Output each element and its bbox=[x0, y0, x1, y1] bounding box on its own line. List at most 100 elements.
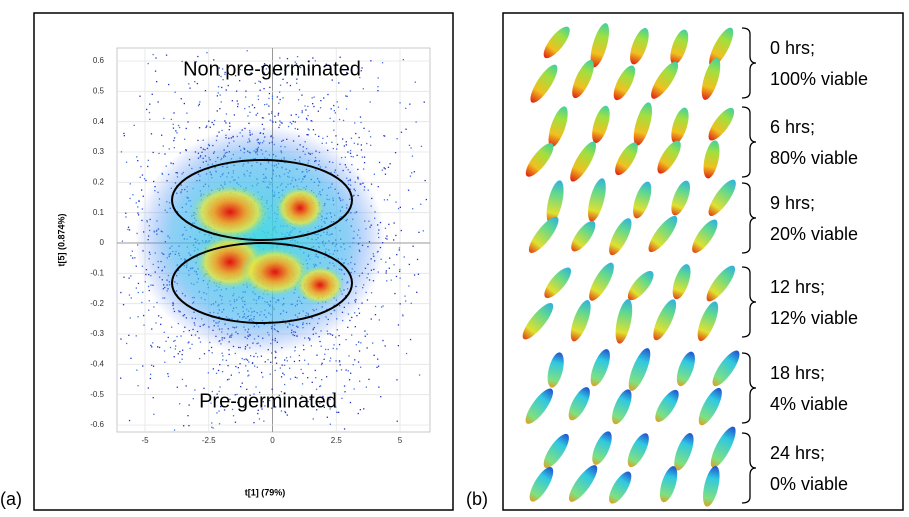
cloud-dot bbox=[122, 304, 125, 306]
cloud-dot bbox=[171, 326, 173, 328]
cloud-dot bbox=[362, 168, 365, 170]
cloud-dot bbox=[333, 110, 335, 112]
cloud-dot bbox=[408, 285, 410, 287]
cloud-dot bbox=[216, 393, 218, 395]
cloud-dot bbox=[329, 423, 331, 425]
cloud-dot bbox=[303, 74, 305, 76]
cloud-dot bbox=[256, 366, 258, 368]
cloud-dot bbox=[196, 82, 198, 85]
seed bbox=[571, 220, 596, 252]
seed bbox=[701, 57, 721, 100]
cloud-dot bbox=[405, 300, 407, 302]
cloud-dot bbox=[323, 358, 325, 360]
cloud-dot bbox=[212, 368, 214, 370]
cloud-dot bbox=[179, 361, 181, 363]
cloud-dot bbox=[211, 121, 213, 124]
cloud-dot bbox=[297, 99, 300, 101]
cloud-dot bbox=[187, 415, 189, 417]
cloud-dot bbox=[275, 362, 278, 364]
cloud-dot bbox=[346, 95, 348, 97]
density-hotspot bbox=[275, 186, 325, 230]
cloud-dot bbox=[225, 89, 227, 91]
cloud-dot bbox=[312, 418, 314, 420]
cloud-dot bbox=[274, 115, 276, 117]
cloud-dot bbox=[320, 345, 322, 347]
cloud-dot bbox=[157, 101, 159, 103]
cloud-dot bbox=[250, 72, 252, 74]
cloud-dot bbox=[137, 160, 139, 162]
cloud-dot bbox=[249, 394, 251, 396]
cloud-dot bbox=[307, 377, 309, 379]
cloud-dot bbox=[307, 114, 309, 117]
cloud-dot bbox=[211, 422, 213, 424]
cloud-dot bbox=[384, 135, 386, 137]
y-tick-label: 0.2 bbox=[93, 177, 105, 186]
bracket bbox=[741, 352, 757, 424]
cloud-dot bbox=[225, 113, 228, 115]
cloud-dot bbox=[368, 130, 370, 132]
cloud-dot bbox=[150, 133, 153, 135]
cloud-dot bbox=[269, 373, 271, 375]
cloud-dot bbox=[394, 292, 396, 295]
cloud-dot bbox=[417, 273, 420, 275]
cloud-dot bbox=[398, 247, 401, 249]
cloud-dot bbox=[296, 82, 298, 84]
cloud-dot bbox=[218, 74, 220, 76]
cloud-dot bbox=[388, 267, 390, 269]
seed bbox=[529, 466, 554, 502]
cloud-dot bbox=[416, 291, 418, 293]
cloud-dot bbox=[300, 368, 302, 371]
cloud-dot bbox=[349, 149, 352, 152]
cloud-dot bbox=[167, 373, 169, 375]
cloud-dot bbox=[369, 101, 371, 103]
cloud-dot bbox=[168, 148, 170, 150]
cloud-dot bbox=[286, 58, 289, 60]
cloud-dot bbox=[333, 344, 335, 346]
cloud-dot bbox=[357, 143, 359, 145]
cloud-dot bbox=[128, 294, 131, 296]
cloud-dot bbox=[262, 401, 264, 403]
cloud-dot bbox=[312, 57, 314, 59]
cloud-dot bbox=[229, 122, 231, 124]
cloud-dot bbox=[169, 346, 172, 349]
seed bbox=[633, 102, 653, 146]
cloud-dot bbox=[333, 104, 335, 107]
cloud-dot bbox=[307, 128, 309, 130]
cloud-dot bbox=[373, 354, 375, 356]
cloud-dot bbox=[163, 331, 165, 333]
cloud-dot bbox=[279, 367, 281, 369]
cloud-dot bbox=[236, 100, 238, 102]
cloud-dot bbox=[397, 345, 399, 347]
cloud-dot bbox=[307, 105, 309, 108]
cloud-dot bbox=[151, 328, 153, 330]
seed bbox=[710, 426, 736, 468]
cloud-dot bbox=[154, 70, 157, 72]
cloud-dot bbox=[225, 359, 227, 361]
cloud-dot bbox=[210, 402, 212, 404]
cloud-dot bbox=[279, 120, 281, 122]
cloud-dot bbox=[296, 377, 298, 379]
cloud-dot bbox=[361, 67, 363, 69]
cloud-dot bbox=[185, 127, 187, 130]
cloud-dot bbox=[218, 410, 220, 412]
cloud-dot bbox=[247, 115, 249, 117]
cloud-dot bbox=[366, 142, 368, 145]
cloud-dot bbox=[160, 316, 162, 319]
cloud-dot bbox=[400, 131, 403, 133]
cloud-dot bbox=[151, 346, 153, 348]
cloud-dot bbox=[255, 386, 257, 388]
cloud-dot bbox=[363, 408, 365, 410]
seed-images bbox=[522, 23, 740, 507]
cloud-dot bbox=[289, 367, 291, 369]
cloud-dot bbox=[218, 423, 221, 425]
cloud-dot bbox=[199, 341, 202, 343]
cloud-dot bbox=[219, 94, 221, 96]
cloud-dot bbox=[168, 83, 170, 86]
group-time: 0 hrs; bbox=[770, 38, 815, 58]
cloud-dot bbox=[281, 122, 283, 124]
cloud-dot bbox=[245, 96, 247, 98]
y-tick-label: -0.4 bbox=[90, 359, 104, 368]
cloud-dot bbox=[382, 305, 384, 307]
cloud-dot bbox=[213, 59, 215, 61]
cloud-dot bbox=[221, 352, 223, 354]
